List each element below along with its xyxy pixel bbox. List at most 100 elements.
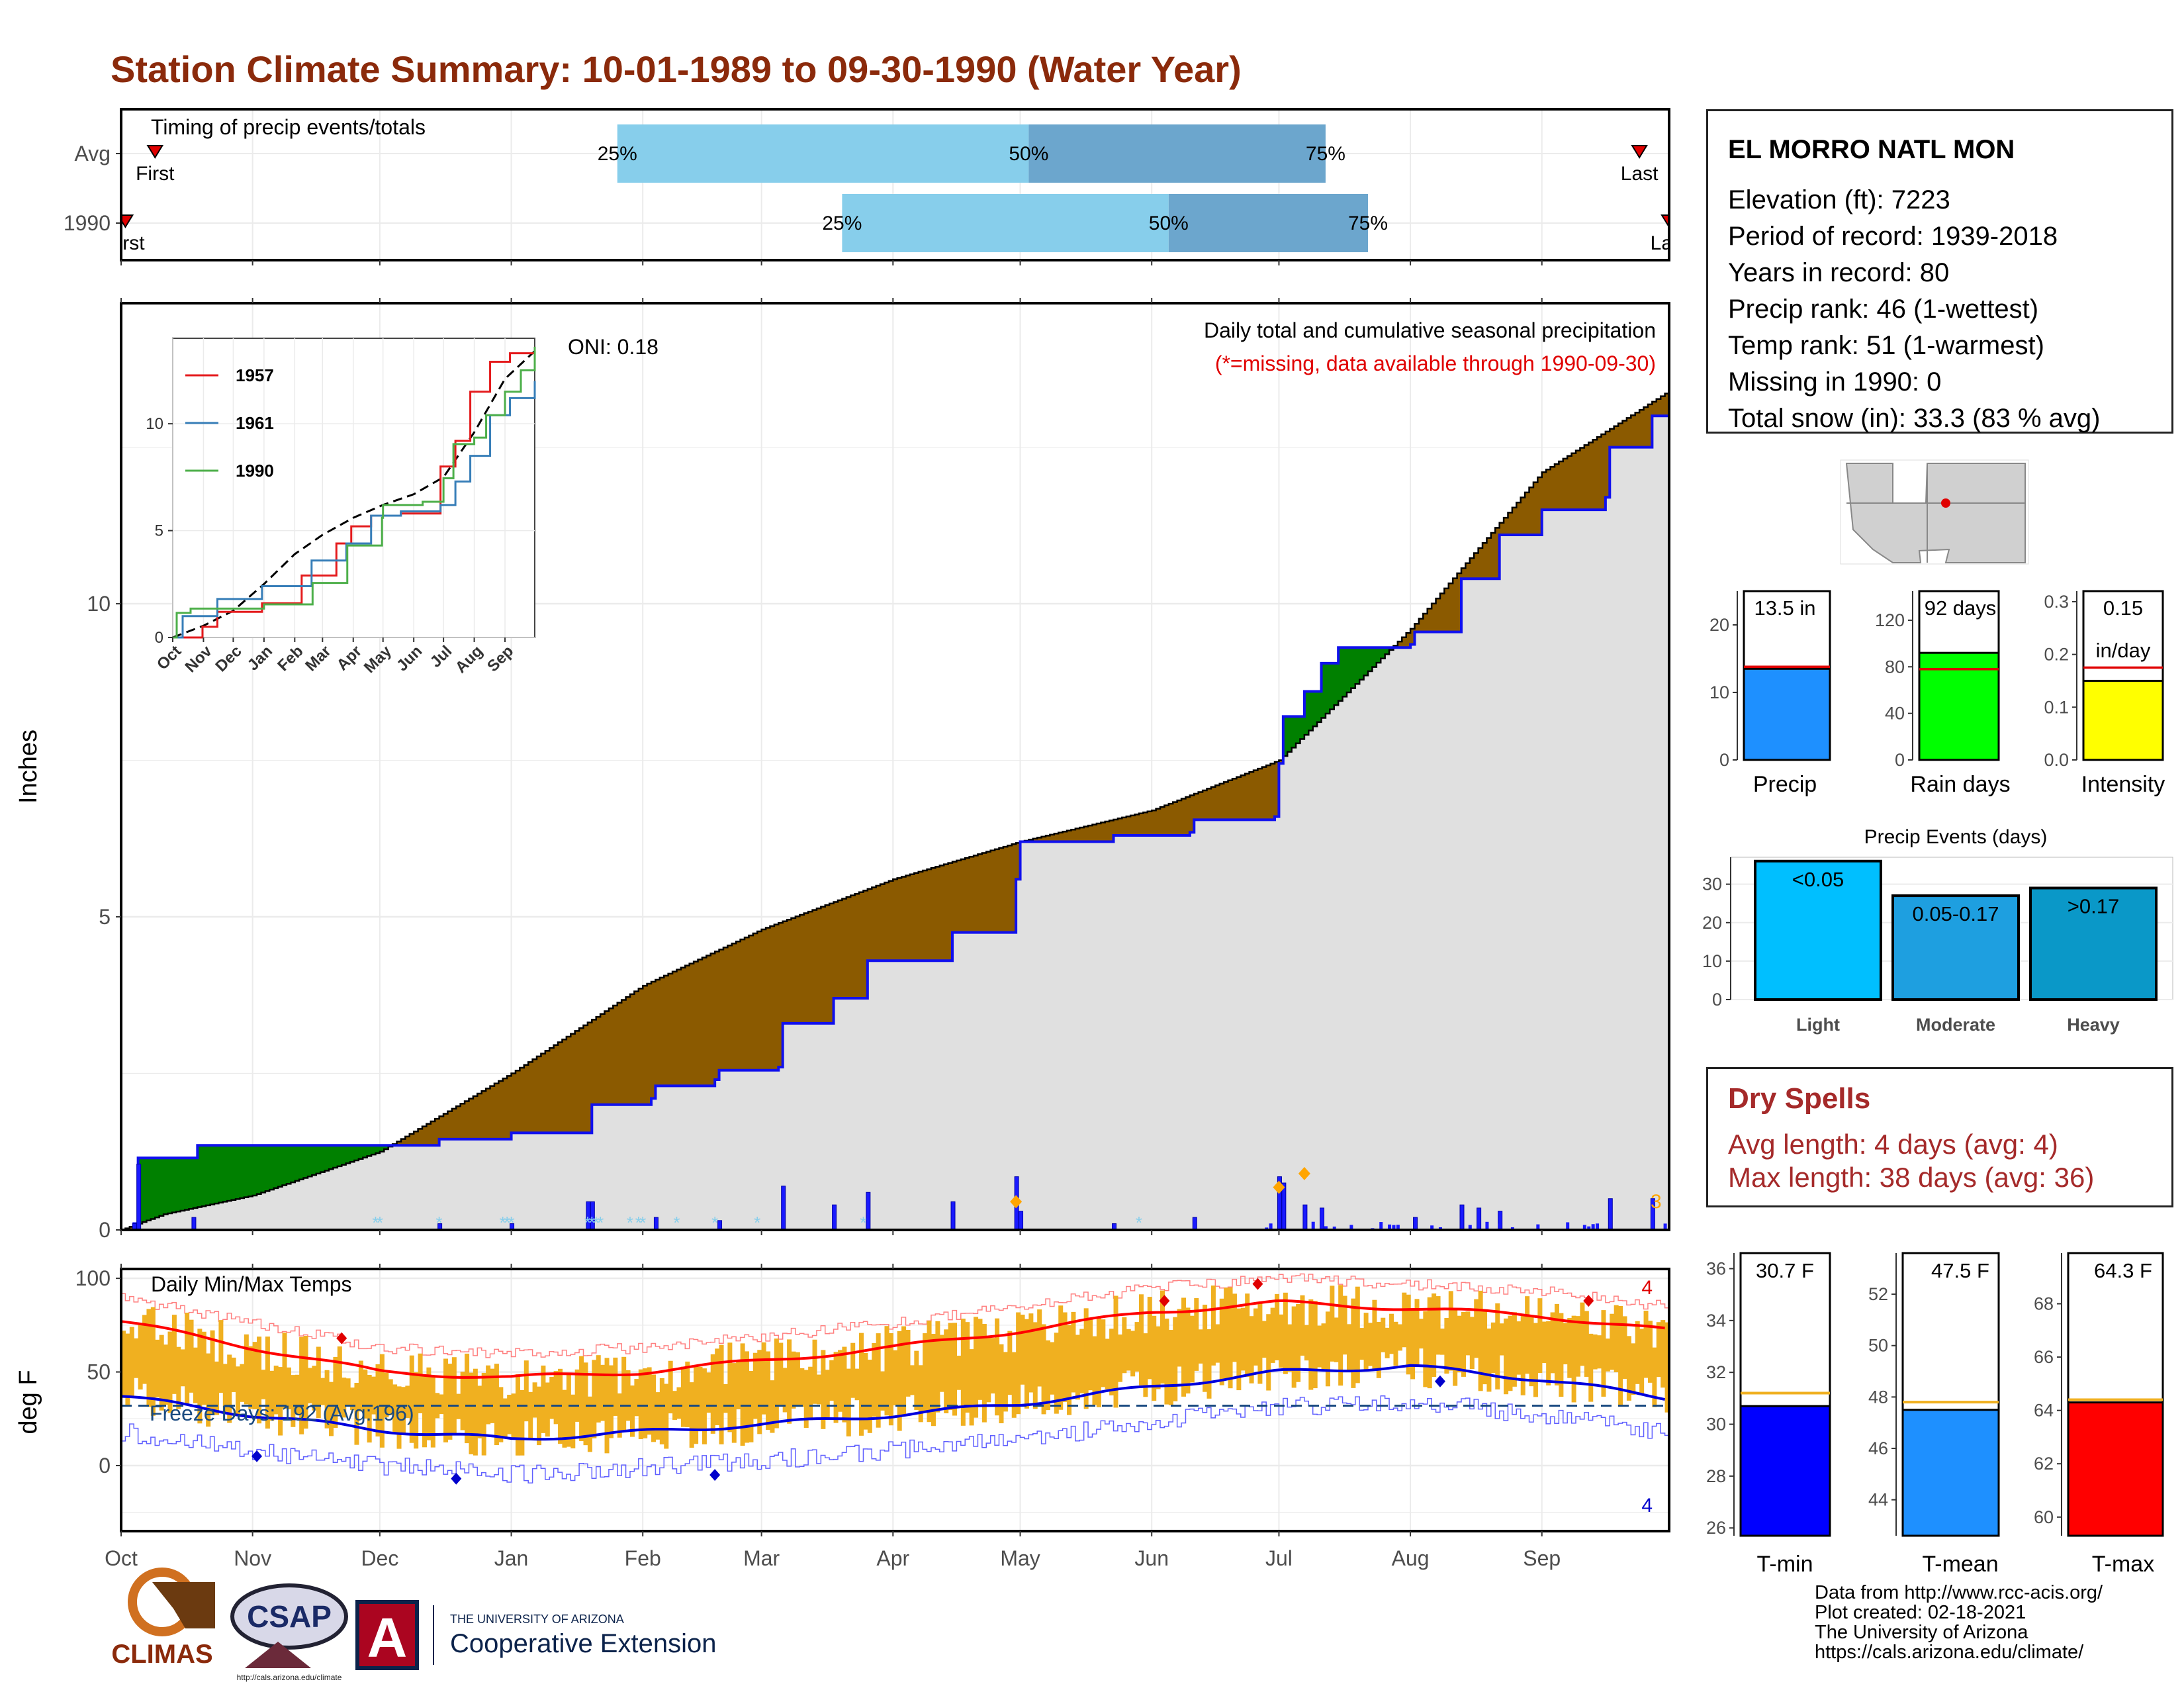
temps-daily-bar <box>206 1353 211 1427</box>
temps-daily-bar <box>1249 1316 1254 1383</box>
temps-daily-bar <box>1439 1329 1445 1355</box>
temps-daily-bar <box>990 1338 995 1394</box>
temps-daily-bar <box>1448 1291 1453 1371</box>
temps-daily-bar <box>354 1383 359 1445</box>
temps-daily-bar <box>400 1387 406 1433</box>
temps-daily-bar <box>1601 1310 1606 1397</box>
temps-daily-bar <box>859 1333 864 1436</box>
temps-daily-bar <box>1210 1285 1216 1366</box>
precip-missing-marker: * <box>754 1213 760 1233</box>
tsum-bar <box>1739 1405 1831 1537</box>
temps-daily-bar <box>613 1357 618 1416</box>
precip-daily-bar <box>950 1201 956 1231</box>
temps-record-max-count: 4 <box>1641 1277 1653 1299</box>
temps-daily-bar <box>782 1368 788 1413</box>
temps-daily-bar <box>918 1365 923 1423</box>
temps-daily-bar <box>282 1333 287 1409</box>
temps-daily-bar <box>1571 1315 1576 1403</box>
precip-missing-marker: * <box>711 1213 718 1233</box>
temp-summary-charts: 26 28 30 32 34 36 30.7 F T-min 44 46 48 50 52 47.5 F T… <box>1706 1252 2164 1577</box>
summary-name: Intensity <box>2081 772 2165 797</box>
temps-xtick-label: Feb <box>625 1546 661 1570</box>
temps-daily-bar <box>1224 1288 1229 1380</box>
temps-record-min-count: 4 <box>1641 1495 1653 1517</box>
temps-daily-bar <box>1504 1318 1509 1395</box>
temps-daily-bar <box>909 1365 915 1395</box>
temps-daily-bar <box>791 1351 796 1409</box>
temps-daily-bar <box>1546 1321 1551 1385</box>
temps-daily-bar <box>689 1382 694 1448</box>
temps-daily-bar <box>345 1378 351 1406</box>
precip-missing-marker: * <box>593 1213 600 1233</box>
precip-daily-bar <box>1413 1217 1418 1231</box>
inset-series-line <box>173 381 536 639</box>
temps-daily-bar <box>473 1368 478 1456</box>
temps-daily-bar <box>710 1354 715 1434</box>
temps-daily-bar <box>1253 1308 1259 1366</box>
inset-legend-label: 1957 <box>236 365 274 385</box>
temps-daily-bar <box>1359 1328 1365 1360</box>
temps-daily-bar <box>291 1375 296 1427</box>
summary-value-label: 0.15 <box>2103 596 2143 620</box>
temps-daily-bar <box>422 1376 427 1448</box>
precip-record-marker <box>1010 1195 1023 1209</box>
temps-daily-bar <box>1418 1319 1424 1349</box>
temps-daily-bar <box>676 1387 682 1419</box>
temps-daily-bar <box>384 1372 389 1418</box>
timing-last-label: Last <box>1651 232 1688 254</box>
temps-daily-bar <box>486 1365 491 1425</box>
tsum-ytick-label: 44 <box>1868 1490 1888 1510</box>
station-name: EL MORRO NATL MON <box>1728 135 2015 164</box>
timing-row-label: 1990 <box>64 211 111 235</box>
temps-daily-bar <box>736 1362 741 1410</box>
timing-frame <box>120 108 1670 261</box>
temps-daily-bar <box>1414 1299 1420 1367</box>
ua-logo-big: Cooperative Extension <box>450 1629 716 1658</box>
temps-daily-bar <box>655 1392 660 1440</box>
temps-daily-bar <box>795 1352 800 1407</box>
temps-daily-bar <box>278 1367 283 1436</box>
temps-daily-bar <box>1032 1322 1038 1409</box>
temps-daily-bar <box>617 1393 622 1438</box>
temps-daily-bar <box>680 1366 686 1427</box>
temps-daily-bar <box>1168 1330 1173 1405</box>
temps-daily-bar <box>1189 1315 1195 1383</box>
precip-daily-bar <box>1379 1222 1383 1230</box>
precip-missing-marker: * <box>584 1213 591 1233</box>
precip-oni: ONI: 0.18 <box>568 335 659 359</box>
temps-daily-bar <box>1423 1311 1428 1387</box>
precip-missing-marker: * <box>377 1213 383 1233</box>
summary-ytick-label: 0 <box>1895 750 1905 770</box>
temps-daily-bar <box>1381 1317 1386 1352</box>
temps-daily-bar <box>329 1382 334 1436</box>
temps-daily-bar <box>201 1331 206 1405</box>
temps-daily-bar <box>884 1326 889 1416</box>
temps-daily-bar <box>1610 1313 1615 1370</box>
summary-bar <box>1918 651 2000 761</box>
precip-daily-bar <box>1587 1226 1591 1230</box>
temps-daily-bar <box>1512 1312 1517 1387</box>
climas-logo-shape <box>152 1582 215 1628</box>
temps-daily-bar <box>1410 1310 1416 1380</box>
temps-daily-bar <box>901 1326 907 1415</box>
logos: CLIMAS CSAP http://cals.arizona.edu/climat… <box>111 1568 716 1682</box>
temps-daily-bar <box>1257 1301 1263 1384</box>
summary-ytick-label: 0 <box>1719 750 1729 770</box>
temps-daily-bar <box>371 1376 377 1415</box>
temps-daily-bar <box>1134 1322 1140 1372</box>
csap-logo-mountain <box>245 1642 311 1668</box>
temps-daily-bar <box>511 1393 516 1438</box>
precip-daily-bar <box>717 1220 723 1231</box>
temps-daily-bar <box>1071 1311 1076 1393</box>
temps-daily-bar <box>333 1356 338 1428</box>
temps-daily-bar <box>647 1367 652 1435</box>
precip-daily-bar <box>832 1204 837 1231</box>
temps-daily-bar <box>1576 1316 1581 1377</box>
temps-ytick-label: 50 <box>87 1360 111 1384</box>
temps-daily-bar <box>481 1372 486 1456</box>
inset-xtick-label: May <box>361 642 396 677</box>
precip-daily-bar <box>136 1164 142 1231</box>
temps-daily-bar <box>740 1343 745 1446</box>
temps-daily-bar <box>1185 1307 1191 1394</box>
